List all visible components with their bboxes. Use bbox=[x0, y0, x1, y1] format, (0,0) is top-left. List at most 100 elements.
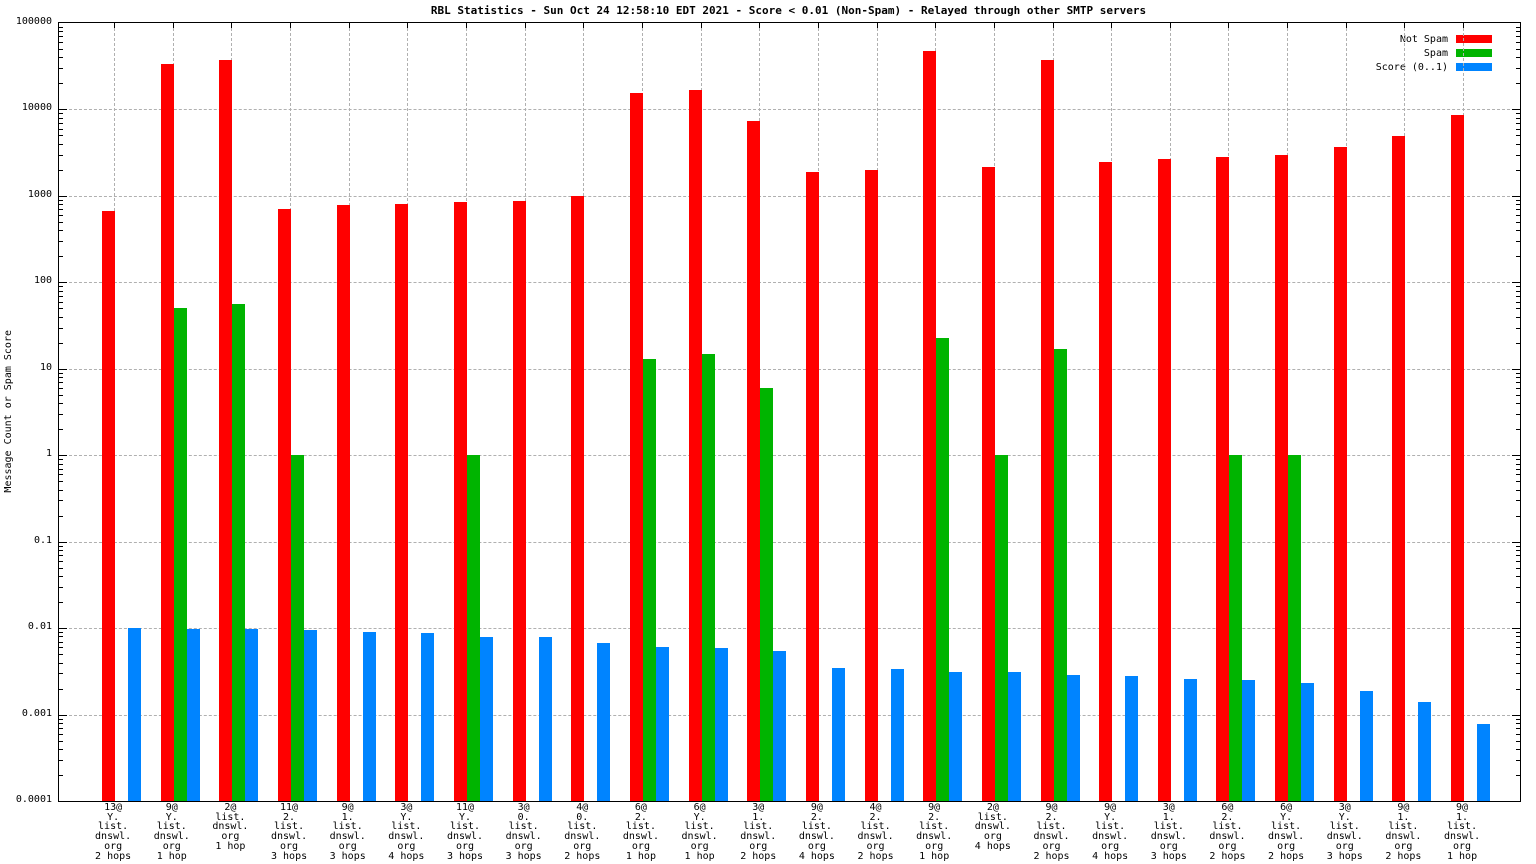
y-tick-minor bbox=[1516, 718, 1520, 720]
x-category-line: org bbox=[1277, 840, 1296, 852]
x-category-label: 11@ Y. list. dnswl. org 3 hops bbox=[430, 803, 500, 861]
y-tick-minor bbox=[1516, 459, 1520, 461]
y-tick-minor bbox=[59, 295, 63, 297]
x-category-line: 9@ bbox=[165, 802, 178, 813]
y-tick-minor bbox=[1516, 295, 1520, 297]
x-category-line: 2. bbox=[928, 811, 941, 823]
bar-score bbox=[949, 672, 963, 801]
y-tick-minor bbox=[1516, 774, 1520, 776]
x-category-line: 1 hop bbox=[215, 840, 246, 852]
x-category-line: 2@ bbox=[986, 802, 999, 813]
y-tick-label: 10 bbox=[39, 361, 52, 373]
x-category-line: 2 hops bbox=[564, 850, 601, 862]
y-tick-minor bbox=[59, 128, 63, 130]
y-tick-minor bbox=[1516, 377, 1520, 379]
y-tick-label: 1000 bbox=[27, 188, 52, 200]
chart-title: RBL Statistics - Sun Oct 24 12:58:10 EDT… bbox=[430, 4, 1147, 17]
x-category-line: 2. bbox=[1045, 811, 1058, 823]
y-tick-minor bbox=[1516, 550, 1520, 552]
y-tick-minor bbox=[1516, 515, 1520, 517]
x-tick-top bbox=[583, 23, 585, 28]
x-category-line: org bbox=[631, 840, 650, 852]
y-tick-minor bbox=[1516, 748, 1520, 750]
x-category-label: 3@ 0. list. dnswl. org 3 hops bbox=[489, 803, 559, 861]
x-tick-top bbox=[290, 23, 292, 28]
x-category-line: 4@ bbox=[576, 802, 589, 813]
bar-not-spam bbox=[1216, 157, 1230, 801]
x-category-line: 1. bbox=[341, 811, 354, 823]
x-tick-top bbox=[466, 23, 467, 28]
x-category-line: 6@ bbox=[1280, 802, 1293, 813]
y-tick-minor bbox=[59, 463, 63, 465]
y-tick-minor bbox=[1516, 230, 1520, 232]
y-tick-minor bbox=[1516, 36, 1520, 38]
legend-label: Spam bbox=[1423, 47, 1448, 59]
bar-score bbox=[773, 651, 787, 801]
x-category-line: Y. bbox=[693, 811, 706, 823]
y-gridline bbox=[59, 628, 1520, 630]
bar-score bbox=[1125, 675, 1139, 801]
x-category-line: list. bbox=[1329, 821, 1360, 833]
y-tick-minor bbox=[1516, 342, 1520, 344]
x-category-line: org bbox=[280, 840, 299, 852]
y-gridline bbox=[59, 368, 1520, 370]
x-category-line: list. bbox=[977, 811, 1008, 823]
y-tick-minor bbox=[59, 641, 63, 643]
bar-spam bbox=[701, 353, 715, 801]
bar-not-spam bbox=[923, 50, 937, 801]
bar-score bbox=[1359, 690, 1373, 801]
y-tick-minor bbox=[1516, 722, 1520, 724]
x-category-line: list. bbox=[1036, 821, 1067, 833]
legend-swatch bbox=[1456, 35, 1492, 43]
x-category-line: 3@ bbox=[400, 802, 413, 813]
bar-spam bbox=[1288, 455, 1302, 801]
x-category-label: 9@ 1. list. dnswl. org 1 hop bbox=[1427, 803, 1497, 861]
y-tick-minor bbox=[59, 31, 63, 33]
x-category-line: 2. bbox=[1221, 811, 1234, 823]
x-tick-top bbox=[641, 23, 643, 28]
y-tick-minor bbox=[1516, 403, 1520, 405]
y-tick-minor bbox=[1516, 688, 1520, 690]
x-category-line: 2 hops bbox=[1385, 850, 1422, 862]
y-tick-minor bbox=[59, 256, 63, 258]
y-axis-label: Message Count or Spam Score bbox=[2, 329, 14, 493]
y-tick-minor bbox=[59, 42, 63, 44]
x-category-line: org bbox=[514, 840, 533, 852]
x-category-line: 2 hops bbox=[1033, 850, 1070, 862]
x-tick-top bbox=[935, 23, 937, 28]
y-tick-minor bbox=[1516, 382, 1520, 384]
x-category-line: org bbox=[866, 840, 885, 852]
x-category-line: Y. bbox=[1280, 811, 1293, 823]
y-gridline bbox=[59, 282, 1520, 284]
x-category-line: 1 hop bbox=[156, 850, 187, 862]
y-tick-minor bbox=[59, 387, 63, 389]
y-tick-minor bbox=[59, 68, 63, 70]
x-category-line: org bbox=[338, 840, 357, 852]
bar-spam bbox=[642, 358, 656, 801]
x-category-label: 9@ 2. list. dnswl. org 2 hops bbox=[1017, 803, 1087, 861]
x-tick-top bbox=[993, 23, 995, 28]
x-category-line: dnswl. bbox=[1268, 831, 1305, 843]
y-tick-minor bbox=[59, 740, 63, 742]
x-category-line: org bbox=[690, 840, 709, 852]
x-category-line: 3 hops bbox=[1150, 850, 1187, 862]
y-tick-minor bbox=[59, 567, 63, 569]
x-tick-top bbox=[759, 23, 761, 28]
y-tick-minor bbox=[59, 204, 63, 206]
y-tick-minor bbox=[1516, 169, 1520, 171]
x-category-line: org bbox=[104, 840, 123, 852]
legend-row: Score (0..1) bbox=[1376, 60, 1492, 74]
bar-not-spam bbox=[1099, 162, 1113, 801]
x-category-line: dnswl. bbox=[505, 831, 542, 843]
x-category-line: dnswl. bbox=[1092, 831, 1129, 843]
bar-score bbox=[714, 647, 728, 801]
y-tick-minor bbox=[59, 413, 63, 415]
x-category-line: list. bbox=[273, 821, 305, 833]
x-category-line: dnswl. bbox=[1150, 831, 1187, 843]
y-tick-minor bbox=[1516, 463, 1520, 465]
bar-score bbox=[128, 628, 142, 801]
bar-spam bbox=[173, 308, 187, 801]
x-category-line: 2. bbox=[283, 811, 296, 823]
bar-not-spam bbox=[747, 120, 761, 801]
y-tick-minor bbox=[59, 429, 63, 431]
